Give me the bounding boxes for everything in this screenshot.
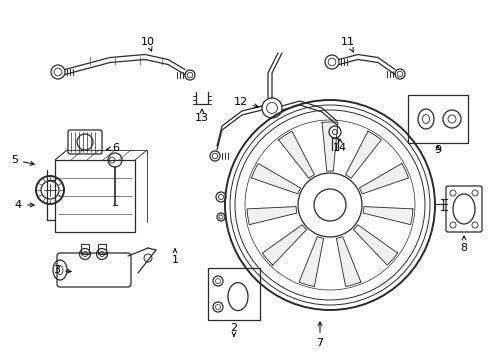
Text: 7: 7 bbox=[316, 322, 323, 348]
Polygon shape bbox=[345, 131, 381, 178]
Polygon shape bbox=[322, 122, 337, 171]
Text: 9: 9 bbox=[433, 145, 441, 155]
Polygon shape bbox=[299, 237, 323, 287]
Polygon shape bbox=[262, 225, 306, 265]
Text: 8: 8 bbox=[460, 236, 467, 253]
Text: 10: 10 bbox=[141, 37, 155, 51]
Text: 12: 12 bbox=[233, 97, 258, 108]
Text: 1: 1 bbox=[171, 249, 178, 265]
Bar bbox=[207, 268, 260, 320]
Bar bbox=[98, 244, 106, 254]
Polygon shape bbox=[246, 207, 296, 225]
Text: 5: 5 bbox=[11, 155, 34, 165]
Polygon shape bbox=[278, 131, 314, 178]
Polygon shape bbox=[353, 225, 397, 265]
Text: 14: 14 bbox=[332, 139, 346, 153]
Text: 2: 2 bbox=[230, 323, 237, 336]
Text: 3: 3 bbox=[53, 265, 71, 275]
Bar bbox=[81, 244, 89, 254]
Text: 4: 4 bbox=[15, 200, 34, 210]
Text: 6: 6 bbox=[106, 143, 119, 153]
Polygon shape bbox=[359, 163, 407, 194]
Polygon shape bbox=[362, 207, 412, 225]
Bar bbox=[55, 160, 135, 232]
Bar bbox=[407, 95, 467, 143]
Polygon shape bbox=[251, 163, 300, 194]
Text: 13: 13 bbox=[195, 109, 208, 123]
Polygon shape bbox=[336, 237, 360, 287]
Text: 11: 11 bbox=[340, 37, 354, 52]
